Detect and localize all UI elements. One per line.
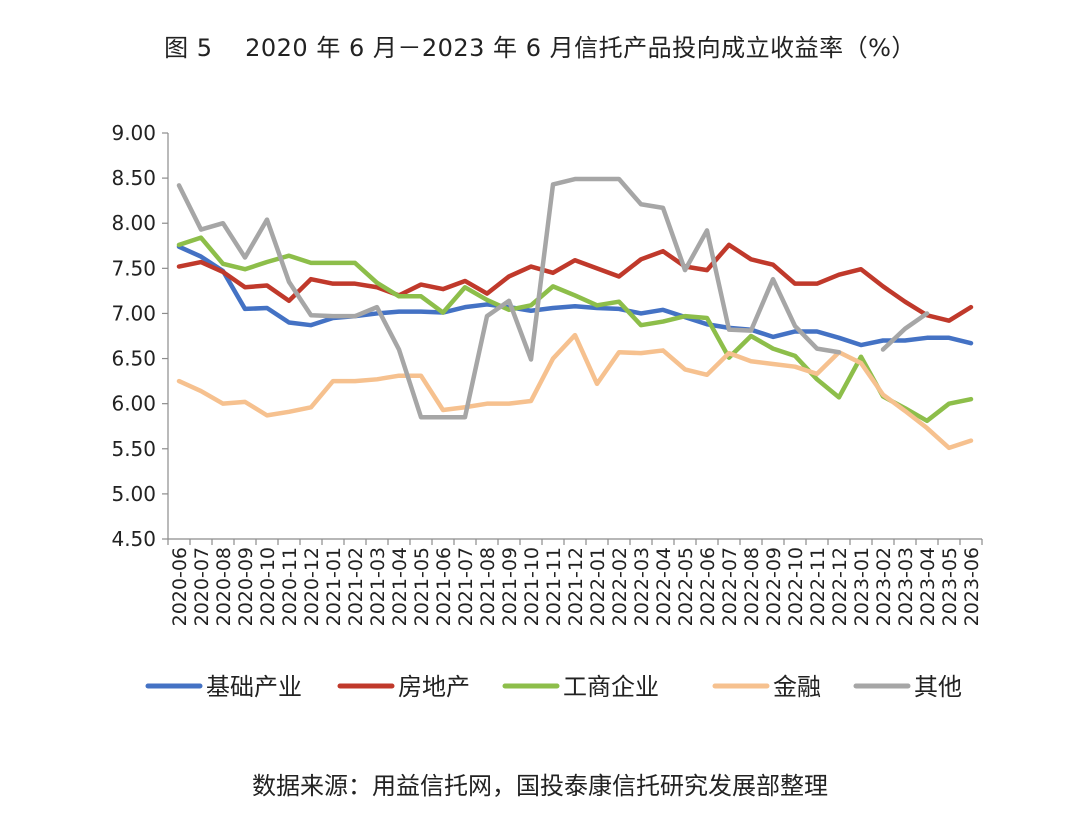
legend-item: 房地产	[337, 673, 470, 701]
x-tick-label: 2022-02	[609, 547, 631, 626]
x-tick-label: 2021-10	[521, 547, 543, 626]
x-tick-label: 2020-12	[301, 547, 323, 626]
y-tick-label: 5.50	[111, 437, 156, 461]
x-tick-label: 2023-02	[873, 547, 895, 626]
series-2	[176, 242, 974, 323]
x-tick-label: 2023-03	[895, 547, 917, 626]
legend-label: 基础产业	[206, 673, 302, 701]
y-tick-label: 4.50	[111, 527, 156, 551]
y-tick-label: 7.00	[111, 301, 156, 325]
series-4	[176, 332, 974, 451]
legend: 基础产业 房地产 工商企业 金融 其他	[145, 673, 962, 701]
legend-item: 工商企业	[502, 673, 659, 701]
x-tick-label: 2021-06	[433, 547, 455, 626]
x-tick-label: 2023-04	[917, 547, 939, 626]
x-tick-label: 2021-01	[323, 547, 345, 626]
series-line	[176, 332, 974, 451]
x-tick-label: 2021-11	[543, 547, 565, 626]
x-tick-label: 2020-10	[257, 547, 279, 626]
y-tick-label: 9.00	[111, 121, 156, 145]
x-tick-label: 2023-05	[939, 547, 961, 626]
x-tick-label: 2021-04	[389, 547, 411, 626]
x-tick-label: 2022-03	[631, 547, 653, 626]
series-layer	[176, 176, 974, 451]
x-tick-label: 2020-07	[191, 547, 213, 626]
x-tick-label: 2021-08	[477, 547, 499, 626]
x-tick-label: 2023-06	[961, 547, 983, 626]
y-tick-label: 8.00	[111, 211, 156, 235]
x-tick-label: 2022-01	[587, 547, 609, 626]
legend-label: 其他	[914, 673, 962, 701]
x-tick-label: 2020-09	[235, 547, 257, 626]
x-tick-label: 2022-08	[741, 547, 763, 626]
x-tick-label: 2020-08	[213, 547, 235, 626]
legend-label: 金融	[773, 673, 821, 701]
x-tick-label: 2022-12	[829, 547, 851, 626]
legend-label: 工商企业	[563, 673, 659, 701]
x-axis: 2020-06 2020-07 2020-08 2020-09 2020-10 2020-…	[167, 538, 983, 626]
x-tick-label: 2020-11	[279, 547, 301, 626]
y-tick-label: 6.50	[111, 347, 156, 371]
x-tick-label: 2020-06	[169, 547, 191, 626]
series-5	[176, 176, 930, 420]
series-3	[176, 235, 974, 424]
legend-item: 基础产业	[145, 673, 302, 701]
series-line	[176, 242, 974, 323]
x-tick-label: 2022-09	[763, 547, 785, 626]
series-line	[880, 311, 930, 352]
x-tick-label: 2022-04	[653, 547, 675, 626]
y-axis: 4.50 5.00 5.50 6.00 6.50 7.00 7.50 8.00 8.50 9.00	[111, 121, 169, 551]
legend-item: 金融	[712, 673, 821, 701]
series-line	[176, 244, 974, 348]
x-tick-label: 2023-01	[851, 547, 873, 626]
x-tick-label: 2021-09	[499, 547, 521, 626]
x-tick-label: 2021-02	[345, 547, 367, 626]
y-tick-label: 7.50	[111, 256, 156, 280]
y-tick-label: 5.00	[111, 482, 156, 506]
legend-item: 其他	[853, 673, 962, 701]
x-tick-label: 2022-06	[697, 547, 719, 626]
x-tick-label: 2022-07	[719, 547, 741, 626]
series-line	[176, 235, 974, 424]
x-tick-label: 2021-12	[565, 547, 587, 626]
series-line	[176, 176, 842, 420]
source-note: 数据来源：用益信托网，国投泰康信托研究发展部整理	[252, 772, 828, 800]
series-1	[176, 244, 974, 348]
chart-title: 图 5 2020 年 6 月－2023 年 6 月信托产品投向成立收益率（%）	[164, 34, 916, 62]
x-tick-label: 2022-10	[785, 547, 807, 626]
legend-label: 房地产	[398, 673, 470, 701]
y-tick-label: 8.50	[111, 166, 156, 190]
x-tick-label: 2022-05	[675, 547, 697, 626]
y-tick-label: 6.00	[111, 392, 156, 416]
x-tick-label: 2022-11	[807, 547, 829, 626]
x-tick-label: 2021-05	[411, 547, 433, 626]
x-tick-label: 2021-07	[455, 547, 477, 626]
x-tick-label: 2021-03	[367, 547, 389, 626]
